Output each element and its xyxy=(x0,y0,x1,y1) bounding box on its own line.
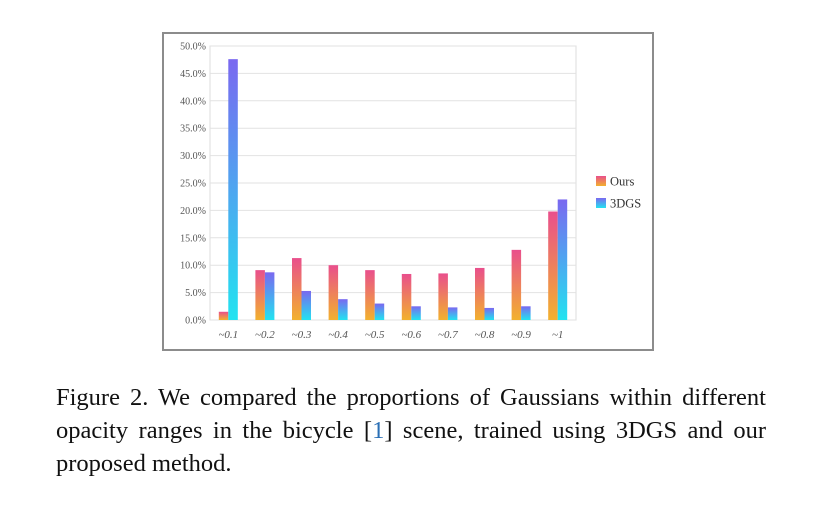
x-tick-label: ~1 xyxy=(552,329,563,341)
legend-label-ours: Ours xyxy=(610,175,634,189)
legend-label-3dgs: 3DGS xyxy=(610,197,641,211)
bar-3dgs xyxy=(557,199,568,320)
x-tick-label: ~0.6 xyxy=(401,329,421,341)
bar-3dgs xyxy=(228,59,238,320)
y-tick-label: 45.0% xyxy=(180,69,206,80)
bar-3dgs xyxy=(374,303,385,320)
bar-3dgs xyxy=(521,306,531,320)
x-tick-label: ~0.1 xyxy=(218,329,238,341)
x-tick-label: ~0.5 xyxy=(365,329,385,341)
x-axis-ticks: ~0.1 ~0.2 ~0.3 ~0.4 ~0.5 ~0.6 ~0.7 ~0.8 ~0.9 ~1 xyxy=(218,329,563,341)
x-tick-label: ~0.9 xyxy=(511,329,531,341)
bar-ours xyxy=(511,249,522,320)
figure-frame: 0.0% 5.0% 10.0% 15.0% 20.0% 25.0% 30.0% 35.0% 40… xyxy=(162,32,654,351)
y-tick-label: 0.0% xyxy=(185,316,206,327)
y-tick-label: 25.0% xyxy=(180,179,206,190)
legend-swatch-3dgs xyxy=(596,198,606,208)
bar-ours xyxy=(365,270,375,320)
y-tick-label: 20.0% xyxy=(180,206,206,217)
y-tick-label: 15.0% xyxy=(180,233,206,244)
bar-3dgs xyxy=(411,306,421,320)
legend-swatch-ours xyxy=(596,176,606,186)
citation-link[interactable]: 1 xyxy=(372,417,385,444)
x-tick-label: ~0.2 xyxy=(255,329,275,341)
y-axis-ticks: 0.0% 5.0% 10.0% 15.0% 20.0% 25.0% 30.0% 35.0% 40… xyxy=(180,42,206,327)
x-tick-label: ~0.4 xyxy=(328,329,348,341)
bar-ours xyxy=(328,265,339,320)
x-tick-label: ~0.7 xyxy=(438,329,458,341)
bar-3dgs xyxy=(338,299,348,320)
y-tick-label: 5.0% xyxy=(185,288,206,299)
y-tick-label: 35.0% xyxy=(180,124,206,135)
bars xyxy=(218,59,568,320)
bar-ours xyxy=(401,273,412,320)
bar-ours xyxy=(438,273,448,320)
bar-ours xyxy=(548,211,558,320)
x-tick-label: ~0.3 xyxy=(292,329,312,341)
bar-3dgs xyxy=(264,272,275,320)
bar-3dgs xyxy=(447,307,458,320)
y-tick-label: 10.0% xyxy=(180,261,206,272)
bar-ours xyxy=(255,270,265,320)
y-tick-label: 40.0% xyxy=(180,96,206,107)
x-tick-label: ~0.8 xyxy=(475,329,495,341)
bar-chart: 0.0% 5.0% 10.0% 15.0% 20.0% 25.0% 30.0% 35.0% 40… xyxy=(180,42,641,342)
bar-ours xyxy=(218,311,229,320)
y-tick-label: 50.0% xyxy=(180,42,206,53)
y-tick-label: 30.0% xyxy=(180,151,206,162)
bar-3dgs xyxy=(301,290,311,320)
figure-caption: Figure 2. We compared the proportions of… xyxy=(56,381,766,480)
bar-ours xyxy=(292,258,302,320)
legend: Ours 3DGS xyxy=(596,175,641,211)
caption-text-start: Figure 2. We compared the proportions of… xyxy=(56,384,766,444)
caption-text-end: ] scene, trained using 3DGS and our prop… xyxy=(56,417,766,477)
bar-3dgs xyxy=(484,307,494,320)
bar-ours xyxy=(475,267,485,320)
